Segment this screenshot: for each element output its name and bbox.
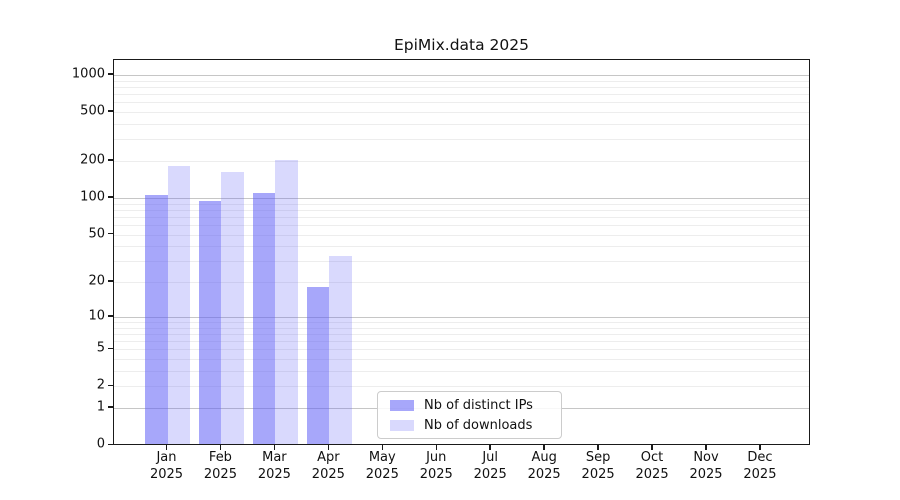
gridline-minor xyxy=(114,261,809,263)
y-tick-mark xyxy=(108,315,113,317)
y-tick-label: 20 xyxy=(88,273,105,289)
y-tick-mark xyxy=(108,384,113,387)
legend-entry: Nb of downloads xyxy=(390,417,561,433)
x-tick-label-jul: Jul 2025 xyxy=(473,450,507,482)
y-tick-mark xyxy=(108,73,113,75)
plot-area xyxy=(113,59,810,445)
gridline-minor xyxy=(114,349,809,351)
x-tick-mark xyxy=(759,445,761,450)
legend-swatch-icon xyxy=(390,399,414,411)
gridline-minor xyxy=(114,321,809,323)
y-tick-mark xyxy=(108,232,113,235)
legend-swatch-icon xyxy=(390,419,414,431)
y-tick-mark xyxy=(108,347,113,349)
x-tick-label-jan: Jan 2025 xyxy=(149,450,184,482)
gridline-minor xyxy=(114,282,809,284)
gridline-major xyxy=(114,316,809,318)
gridline-minor xyxy=(114,139,809,141)
x-tick-mark xyxy=(165,445,168,450)
gridline-minor xyxy=(114,216,809,218)
gridline-minor xyxy=(114,209,809,211)
gridline-minor xyxy=(114,370,809,372)
gridline-minor xyxy=(114,80,809,82)
x-tick-label-jun: Jun 2025 xyxy=(419,450,453,482)
y-tick-mark xyxy=(108,159,113,161)
gridline-minor xyxy=(114,203,809,205)
x-tick-label-aug: Aug 2025 xyxy=(527,450,561,482)
bar-mar-distinct-ips xyxy=(252,192,276,445)
x-tick-label-apr: Apr 2025 xyxy=(311,450,345,482)
x-tick-label-feb: Feb 2025 xyxy=(203,450,237,482)
y-tick-label: 0 xyxy=(96,436,105,452)
y-tick-label: 50 xyxy=(88,226,105,242)
x-tick-mark xyxy=(435,445,437,450)
gridline-minor xyxy=(114,161,809,163)
gridline-minor xyxy=(114,386,809,388)
x-tick-label-nov: Nov 2025 xyxy=(689,450,723,482)
x-tick-mark xyxy=(597,445,599,450)
gridline-major xyxy=(114,74,809,76)
legend-label: Nb of downloads xyxy=(424,417,533,433)
bar-apr-distinct-ips xyxy=(306,287,330,445)
legend: Nb of distinct IPs Nb of downloads xyxy=(377,391,562,439)
y-tick-label: 1000 xyxy=(71,66,105,82)
x-tick-label-sep: Sep 2025 xyxy=(581,450,615,482)
y-tick-mark xyxy=(108,280,113,282)
bar-jan-distinct-ips xyxy=(145,195,168,445)
gridline-minor xyxy=(114,112,809,114)
y-tick-mark xyxy=(108,443,113,446)
bar-feb-downloads xyxy=(221,171,244,445)
gridline-minor xyxy=(114,340,809,342)
gridline-minor xyxy=(114,333,809,335)
y-tick-mark xyxy=(108,110,113,112)
legend-entry: Nb of distinct IPs xyxy=(390,397,561,413)
gridline-minor xyxy=(114,359,809,361)
bar-mar-downloads xyxy=(275,159,298,445)
y-tick-label: 500 xyxy=(80,103,105,119)
x-tick-mark xyxy=(489,445,491,450)
x-tick-mark xyxy=(219,445,222,450)
gridline-minor xyxy=(114,234,809,236)
x-tick-label-may: May 2025 xyxy=(365,450,399,482)
gridline-minor xyxy=(114,327,809,329)
x-tick-mark xyxy=(327,445,330,450)
gridline-minor xyxy=(114,94,809,96)
x-tick-mark xyxy=(381,445,384,450)
y-tick-mark xyxy=(108,406,113,408)
y-tick-label: 200 xyxy=(80,152,105,168)
bar-jan-downloads xyxy=(167,165,190,445)
chart-title: EpiMix.data 2025 xyxy=(393,36,529,54)
y-tick-mark xyxy=(108,196,113,198)
gridline-minor xyxy=(114,124,809,126)
legend-label: Nb of distinct IPs xyxy=(424,397,533,413)
gridline-major xyxy=(114,197,809,199)
x-tick-mark xyxy=(273,445,276,450)
y-tick-label: 5 xyxy=(96,340,105,356)
bar-apr-downloads xyxy=(329,256,352,445)
y-tick-label: 1 xyxy=(96,399,105,415)
gridline-minor xyxy=(114,86,809,88)
bar-feb-distinct-ips xyxy=(198,200,222,445)
gridline-minor xyxy=(114,224,809,226)
x-tick-mark xyxy=(705,445,707,450)
x-tick-label-mar: Mar 2025 xyxy=(257,450,291,482)
gridline-minor xyxy=(114,102,809,104)
x-tick-label-oct: Oct 2025 xyxy=(635,450,669,482)
y-tick-label: 100 xyxy=(80,189,105,205)
y-tick-label: 10 xyxy=(88,308,105,324)
gridline-minor xyxy=(114,246,809,248)
y-tick-label: 2 xyxy=(96,377,105,393)
x-tick-mark xyxy=(651,445,653,450)
x-tick-label-dec: Dec 2025 xyxy=(743,450,777,482)
x-tick-mark xyxy=(543,445,545,450)
